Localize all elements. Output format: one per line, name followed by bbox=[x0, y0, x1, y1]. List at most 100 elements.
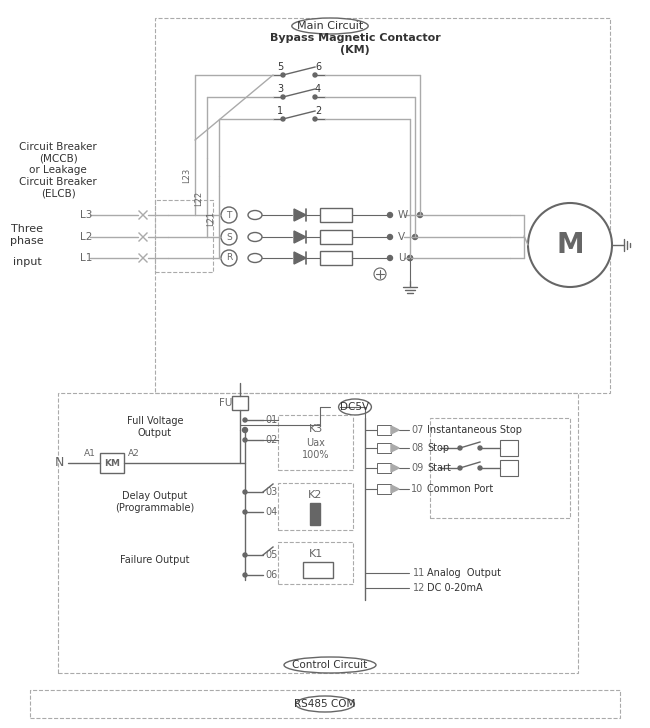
Circle shape bbox=[528, 203, 612, 287]
Bar bbox=[500, 460, 518, 476]
Text: KM: KM bbox=[104, 459, 120, 467]
Text: input: input bbox=[12, 257, 42, 267]
Circle shape bbox=[243, 553, 247, 557]
Circle shape bbox=[313, 73, 317, 77]
Bar bbox=[320, 208, 352, 222]
Bar bbox=[377, 463, 391, 473]
Circle shape bbox=[387, 234, 393, 240]
Bar bbox=[310, 503, 320, 525]
Circle shape bbox=[243, 418, 247, 422]
Circle shape bbox=[243, 573, 247, 577]
Text: 10: 10 bbox=[411, 484, 423, 494]
Text: M: M bbox=[556, 231, 584, 259]
Polygon shape bbox=[294, 209, 306, 221]
Bar bbox=[320, 251, 352, 265]
Circle shape bbox=[243, 510, 247, 514]
Text: T: T bbox=[226, 210, 231, 220]
Text: R: R bbox=[226, 253, 232, 263]
Circle shape bbox=[408, 256, 413, 261]
Circle shape bbox=[221, 207, 237, 223]
Polygon shape bbox=[391, 444, 399, 452]
Text: 08: 08 bbox=[411, 443, 423, 453]
Bar bbox=[377, 425, 391, 435]
Circle shape bbox=[313, 95, 317, 99]
Text: Stop: Stop bbox=[427, 443, 449, 453]
Text: DC 0-20mA: DC 0-20mA bbox=[427, 583, 482, 593]
Bar bbox=[430, 418, 570, 518]
Circle shape bbox=[478, 466, 482, 470]
Circle shape bbox=[387, 213, 393, 218]
Circle shape bbox=[374, 268, 386, 280]
Polygon shape bbox=[391, 485, 399, 493]
Bar bbox=[100, 453, 124, 473]
Text: W: W bbox=[398, 210, 408, 220]
Circle shape bbox=[458, 446, 462, 450]
Text: K1: K1 bbox=[308, 549, 322, 559]
Text: Control Circuit: Control Circuit bbox=[292, 660, 368, 670]
Circle shape bbox=[243, 490, 247, 494]
Text: 4: 4 bbox=[315, 84, 321, 94]
Text: 07: 07 bbox=[411, 425, 423, 435]
Text: 2: 2 bbox=[315, 106, 321, 116]
Polygon shape bbox=[391, 464, 399, 472]
Circle shape bbox=[408, 256, 413, 261]
Text: 04: 04 bbox=[265, 507, 278, 517]
Text: 6: 6 bbox=[315, 62, 321, 72]
Text: L3: L3 bbox=[80, 210, 92, 220]
Circle shape bbox=[221, 229, 237, 245]
Text: Common Port: Common Port bbox=[427, 484, 493, 494]
Text: 1: 1 bbox=[277, 106, 283, 116]
Text: Circuit Breaker
(MCCB)
or Leakage
Circuit Breaker
(ELCB): Circuit Breaker (MCCB) or Leakage Circui… bbox=[19, 142, 97, 198]
Text: Analog  Output: Analog Output bbox=[427, 568, 501, 578]
Text: 06: 06 bbox=[265, 570, 278, 580]
Text: N: N bbox=[55, 456, 64, 470]
Text: Main Circuit: Main Circuit bbox=[297, 21, 363, 31]
Circle shape bbox=[221, 250, 237, 266]
Text: Uax: Uax bbox=[306, 438, 325, 448]
Bar bbox=[500, 440, 518, 456]
Text: L23: L23 bbox=[183, 167, 192, 183]
Circle shape bbox=[281, 73, 285, 77]
Ellipse shape bbox=[292, 18, 368, 34]
Circle shape bbox=[243, 438, 247, 442]
Bar bbox=[278, 415, 353, 470]
Ellipse shape bbox=[248, 232, 262, 242]
Text: Instantaneous Stop: Instantaneous Stop bbox=[427, 425, 522, 435]
Bar bbox=[58, 393, 578, 673]
Text: 03: 03 bbox=[265, 487, 278, 497]
Text: 5: 5 bbox=[277, 62, 283, 72]
Text: DC5V: DC5V bbox=[341, 402, 370, 412]
Text: Bypass Magnetic Contactor: Bypass Magnetic Contactor bbox=[270, 33, 441, 43]
Bar bbox=[303, 562, 333, 578]
Text: 02: 02 bbox=[265, 435, 278, 445]
Polygon shape bbox=[294, 231, 306, 243]
Text: S: S bbox=[226, 232, 232, 242]
Text: 11: 11 bbox=[413, 568, 425, 578]
Text: L2: L2 bbox=[80, 232, 92, 242]
Ellipse shape bbox=[248, 253, 262, 263]
Circle shape bbox=[413, 234, 417, 240]
Circle shape bbox=[281, 117, 285, 121]
Circle shape bbox=[242, 427, 248, 432]
Text: FU: FU bbox=[218, 398, 232, 408]
Text: 3: 3 bbox=[277, 84, 283, 94]
Ellipse shape bbox=[339, 399, 371, 415]
Text: 100%: 100% bbox=[302, 450, 330, 460]
Text: L21: L21 bbox=[207, 210, 216, 226]
Text: K2: K2 bbox=[308, 490, 322, 500]
Text: (KM): (KM) bbox=[340, 45, 370, 55]
Text: RS485 COM: RS485 COM bbox=[294, 699, 356, 709]
Bar bbox=[30, 690, 620, 718]
Bar bbox=[377, 484, 391, 494]
Text: Failure Output: Failure Output bbox=[120, 555, 190, 565]
Text: A1: A1 bbox=[84, 448, 96, 457]
Bar bbox=[155, 200, 213, 272]
Bar bbox=[278, 542, 353, 584]
Circle shape bbox=[281, 95, 285, 99]
Bar bbox=[278, 483, 353, 530]
Circle shape bbox=[387, 256, 393, 261]
Bar bbox=[377, 443, 391, 453]
Text: K3: K3 bbox=[308, 424, 322, 434]
Ellipse shape bbox=[248, 210, 262, 220]
Circle shape bbox=[458, 466, 462, 470]
